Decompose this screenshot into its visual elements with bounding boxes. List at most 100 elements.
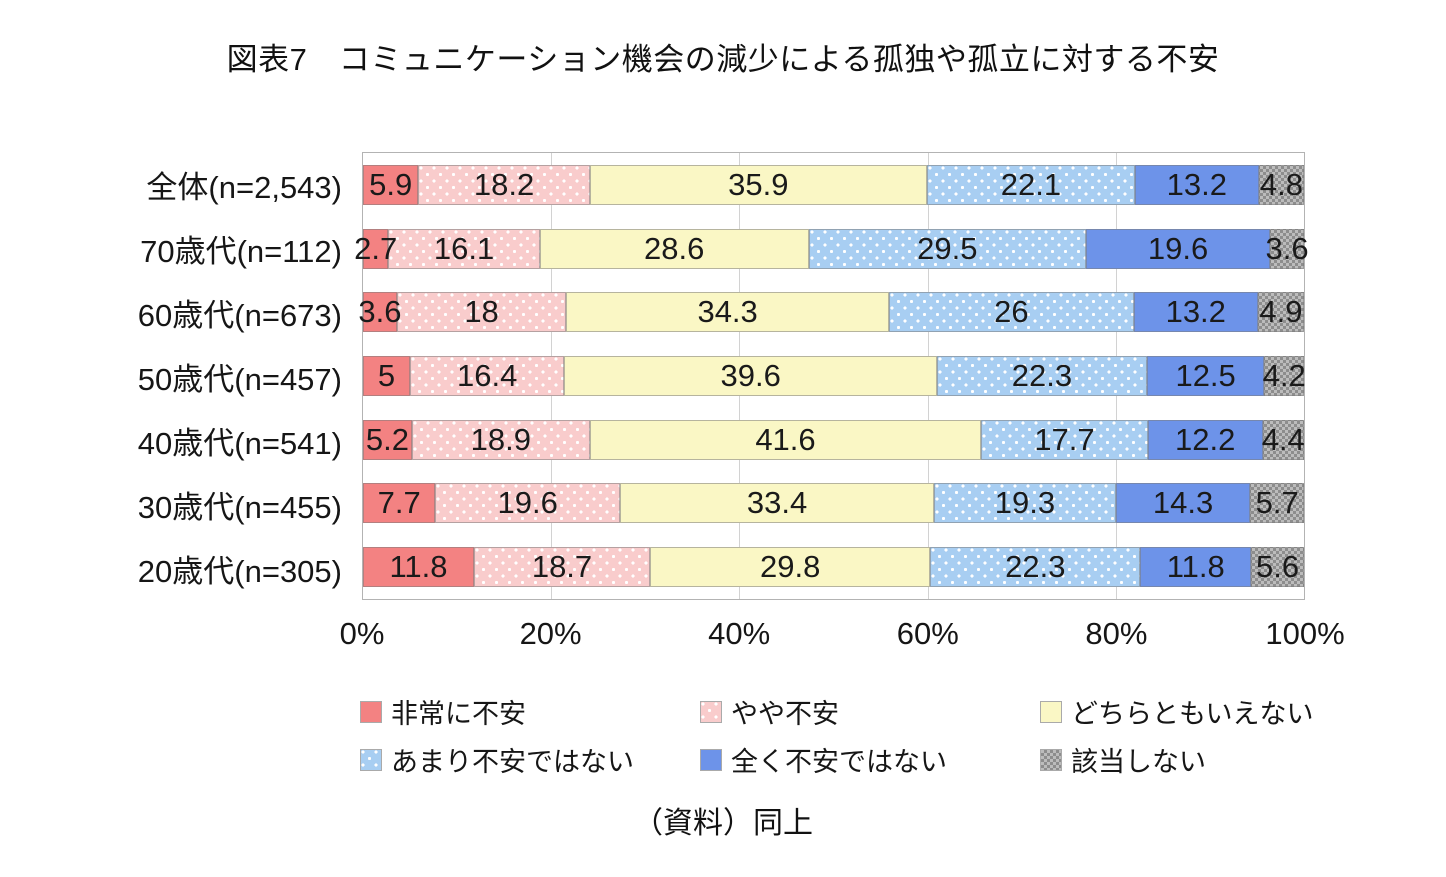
bar-segment: 4.9: [1257, 292, 1304, 333]
legend-item: あまり不安ではない: [360, 740, 700, 779]
bar-value-label: 7.7: [377, 485, 421, 521]
category-label: 40歳代(n=541): [137, 425, 342, 461]
bar-segment: 5: [363, 355, 411, 396]
bar-value-label: 16.1: [433, 230, 495, 266]
bar-segment: 5.9: [363, 164, 419, 205]
bar-segment: 22.3: [936, 355, 1147, 396]
bar-segment: 33.4: [619, 483, 935, 524]
bar-value-label: 14.3: [1152, 485, 1214, 521]
bar-value-label: 18.7: [531, 549, 593, 585]
bar-value-label: 13.2: [1166, 166, 1228, 202]
bar-value-label: 5.9: [369, 166, 413, 202]
bar-value-label: 29.8: [760, 549, 821, 585]
bar-value-label: 22.1: [1000, 166, 1062, 202]
bar-segment: 19.6: [435, 483, 620, 524]
bar-segment: 17.7: [981, 419, 1148, 460]
bar-segment: 16.4: [410, 355, 565, 396]
bar-value-label: 3.6: [358, 294, 402, 330]
bar-value-label: 26: [994, 294, 1029, 330]
legend-item: 該当しない: [1040, 740, 1320, 779]
legend-label: あまり不安ではない: [391, 747, 634, 777]
bar-row: 3.6 18 34.3 26 13.2 4.9: [358, 292, 1304, 333]
bar-segment: 7.7: [363, 483, 436, 524]
bar-row: 2.7 16.1 28.6 29.5 19.6 3.6: [354, 228, 1309, 269]
bar-segment: 29.8: [649, 547, 931, 588]
bar-segment: 29.5: [808, 228, 1086, 269]
legend-swatch: [700, 748, 722, 771]
bar-segment: 14.3: [1115, 483, 1251, 524]
bar-segment: 5.7: [1250, 483, 1304, 524]
legend-swatch: [1040, 748, 1062, 771]
bar-value-label: 4.9: [1259, 294, 1303, 330]
bar-value-label: 16.4: [457, 357, 518, 393]
bar-value-label: 3.6: [1265, 230, 1309, 266]
x-axis: 0% 20% 40% 60% 80% 100%: [340, 616, 1345, 658]
bar-segment: 4.4: [1261, 419, 1305, 460]
category-label: 50歳代(n=457): [137, 361, 342, 397]
x-tick-label: 0%: [339, 616, 385, 651]
legend-item: 非常に不安: [360, 692, 700, 731]
bar-value-label: 29.5: [917, 230, 978, 266]
bar-value-label: 33.4: [746, 485, 808, 521]
bar-value-label: 28.6: [644, 230, 705, 266]
bar-value-label: 12.5: [1175, 357, 1236, 393]
legend-swatch: [360, 700, 382, 723]
bar-value-label: 4.2: [1262, 357, 1306, 393]
bar-segment: 28.6: [539, 228, 809, 269]
bar-segment: 18.7: [474, 547, 650, 588]
bar-value-label: 4.4: [1261, 421, 1305, 457]
bar-segment: 19.6: [1085, 228, 1271, 269]
category-label: 20歳代(n=305): [137, 553, 342, 589]
bar-segment: 3.6: [1266, 228, 1309, 269]
bar-value-label: 11.8: [1166, 549, 1225, 585]
bar-segment: 39.6: [564, 355, 937, 396]
bar-segment: 35.9: [589, 164, 928, 205]
bar-segment: 2.7: [354, 228, 397, 269]
bar-segment: 19.3: [934, 483, 1116, 524]
legend-label: 全く不安ではない: [731, 747, 947, 777]
category-label: 60歳代(n=673): [137, 297, 342, 333]
legend-swatch: [700, 700, 722, 723]
bar-value-label: 35.9: [728, 166, 789, 202]
legend-label: どちらともいえない: [1071, 699, 1314, 729]
bar-value-label: 19.6: [1147, 230, 1209, 266]
plot-area: 5.9 18.2 35.9 22.1 13.2 4.8 2.7 16.1 28.6 29.5 19.…: [354, 152, 1309, 600]
x-tick-label: 100%: [1265, 616, 1345, 651]
x-tick-label: 40%: [708, 616, 771, 651]
bar-segment: 12.5: [1146, 355, 1265, 396]
bar-value-label: 39.6: [720, 357, 781, 393]
bar-segment: 11.8: [363, 547, 475, 588]
bar-value-label: 5: [377, 357, 396, 393]
bar-value-label: 5.7: [1255, 485, 1299, 521]
bar-segment: 4.2: [1262, 355, 1306, 396]
bar-value-label: 19.3: [994, 485, 1056, 521]
legend-item: どちらともいえない: [1040, 692, 1320, 731]
bar-segment: 13.2: [1134, 164, 1259, 205]
bar-segment: 22.3: [930, 547, 1141, 588]
bar-segment: 22.1: [927, 164, 1135, 205]
category-axis: 全体(n=2,543) 70歳代(n=112) 60歳代(n=673) 50歳代(n=…: [30, 152, 342, 600]
bar-row: 5.2 18.9 41.6 17.7 12.2 4.4: [363, 419, 1305, 460]
bar-row: 7.7 19.6 33.4 19.3 14.3 5.7: [363, 483, 1304, 524]
bar-rows: 5.9 18.2 35.9 22.1 13.2 4.8 2.7 16.1 28.6 29.5 19.…: [354, 153, 1309, 599]
bar-value-label: 41.6: [755, 421, 816, 457]
bar-value-label: 18.2: [473, 166, 535, 202]
bar-value-label: 12.2: [1174, 421, 1236, 457]
legend: 非常に不安 やや不安 どちらともいえないあまり不安ではない 全く不安ではない 該当しない: [360, 692, 1320, 779]
bar-segment: 26: [889, 292, 1134, 333]
legend-swatch: [1040, 700, 1062, 723]
bar-row: 5 16.4 39.6 22.3 12.5 4.2: [363, 355, 1306, 396]
x-tick-label: 80%: [1085, 616, 1148, 651]
bar-segment: 18.2: [418, 164, 590, 205]
bar-value-label: 11.8: [389, 549, 448, 585]
bar-value-label: 17.7: [1034, 421, 1095, 457]
legend-item: 全く不安ではない: [700, 740, 1040, 779]
legend-item: やや不安: [700, 692, 1040, 731]
bar-segment: 3.6: [358, 292, 401, 333]
legend-label: 非常に不安: [391, 699, 526, 729]
bar-segment: 18.9: [411, 419, 590, 460]
bar-value-label: 18.9: [470, 421, 532, 457]
bar-segment: 11.8: [1140, 547, 1252, 588]
bar-value-label: 22.3: [1011, 357, 1073, 393]
